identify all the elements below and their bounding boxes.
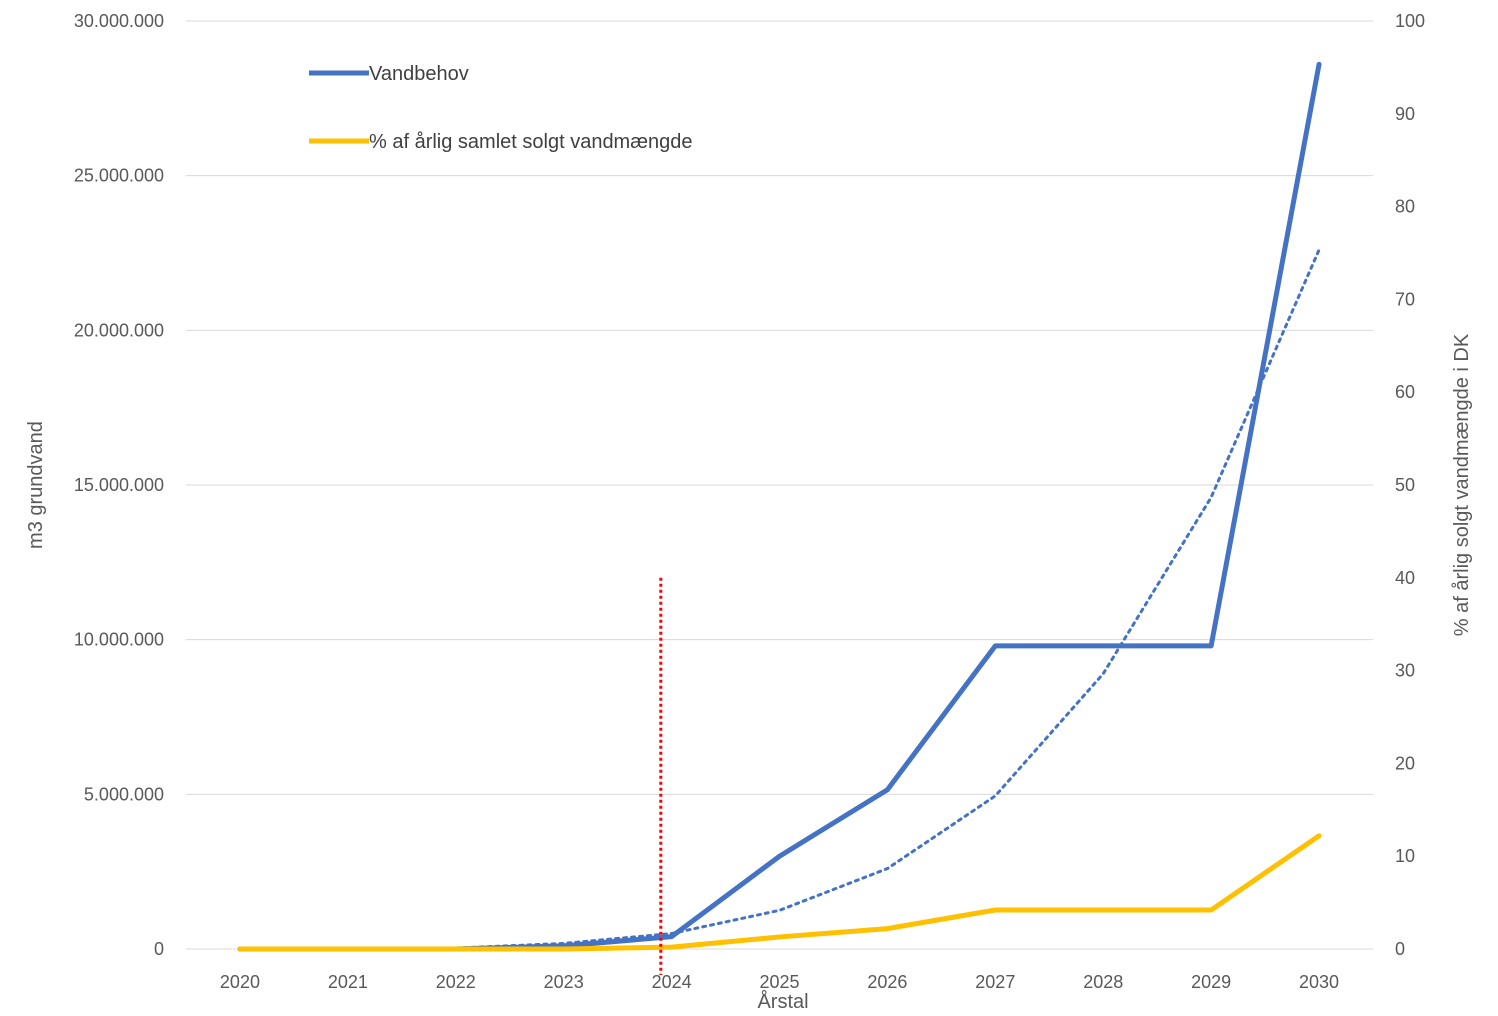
x-tick-label: 2028 [1083,972,1123,992]
x-tick-label: 2027 [975,972,1015,992]
x-tick-label: 2024 [652,972,692,992]
left-tick-label: 5.000.000 [84,784,164,804]
right-tick-label: 70 [1395,289,1415,309]
right-tick-label: 50 [1395,475,1415,495]
right-axis-title: % af årlig solgt vandmængde i DK [1451,333,1473,636]
series-layer [237,61,1322,975]
x-tick-label: 2023 [544,972,584,992]
series-line-vandbehov [237,61,1322,952]
legend: Vandbehov % af årlig samlet solgt vandmæ… [309,63,693,153]
right-tick-label: 30 [1395,661,1415,681]
x-tick-label: 2029 [1191,972,1231,992]
right-tick-label: 80 [1395,197,1415,217]
right-tick-label: 60 [1395,382,1415,402]
gridlines [186,20,1373,950]
x-tick-label: 2025 [759,972,799,992]
right-axis-ticks: 0 10 20 30 40 50 60 70 80 90 100 [1395,11,1425,959]
left-tick-label: 15.000.000 [74,475,164,495]
right-tick-label: 100 [1395,11,1425,31]
left-tick-label: 20.000.000 [74,320,164,340]
legend-label-percent: % af årlig samlet solgt vandmængde [369,131,693,153]
left-tick-label: 0 [154,939,164,959]
x-axis-title: Årstal [757,990,808,1013]
x-tick-label: 2021 [328,972,368,992]
legend-label-vandbehov: Vandbehov [369,63,469,85]
x-axis-ticks: 2020 2021 2022 2023 2024 2025 2026 2027 2028 2029… [220,972,1339,992]
x-tick-label: 2026 [867,972,907,992]
left-axis-title: m3 grundvand [25,421,47,549]
trendline-vandbehov [238,248,1321,951]
x-tick-label: 2020 [220,972,260,992]
left-tick-label: 30.000.000 [74,11,164,31]
right-tick-label: 20 [1395,753,1415,773]
x-tick-label: 2022 [436,972,476,992]
right-tick-label: 0 [1395,939,1405,959]
left-tick-label: 25.000.000 [74,166,164,186]
left-axis-ticks: 0 5.000.000 10.000.000 15.000.000 20.000.000… [74,11,164,959]
right-tick-label: 90 [1395,104,1415,124]
right-tick-label: 40 [1395,568,1415,588]
x-tick-label: 2030 [1299,972,1339,992]
series-line-percent [237,833,1322,952]
left-tick-label: 10.000.000 [74,630,164,650]
right-tick-label: 10 [1395,846,1415,866]
